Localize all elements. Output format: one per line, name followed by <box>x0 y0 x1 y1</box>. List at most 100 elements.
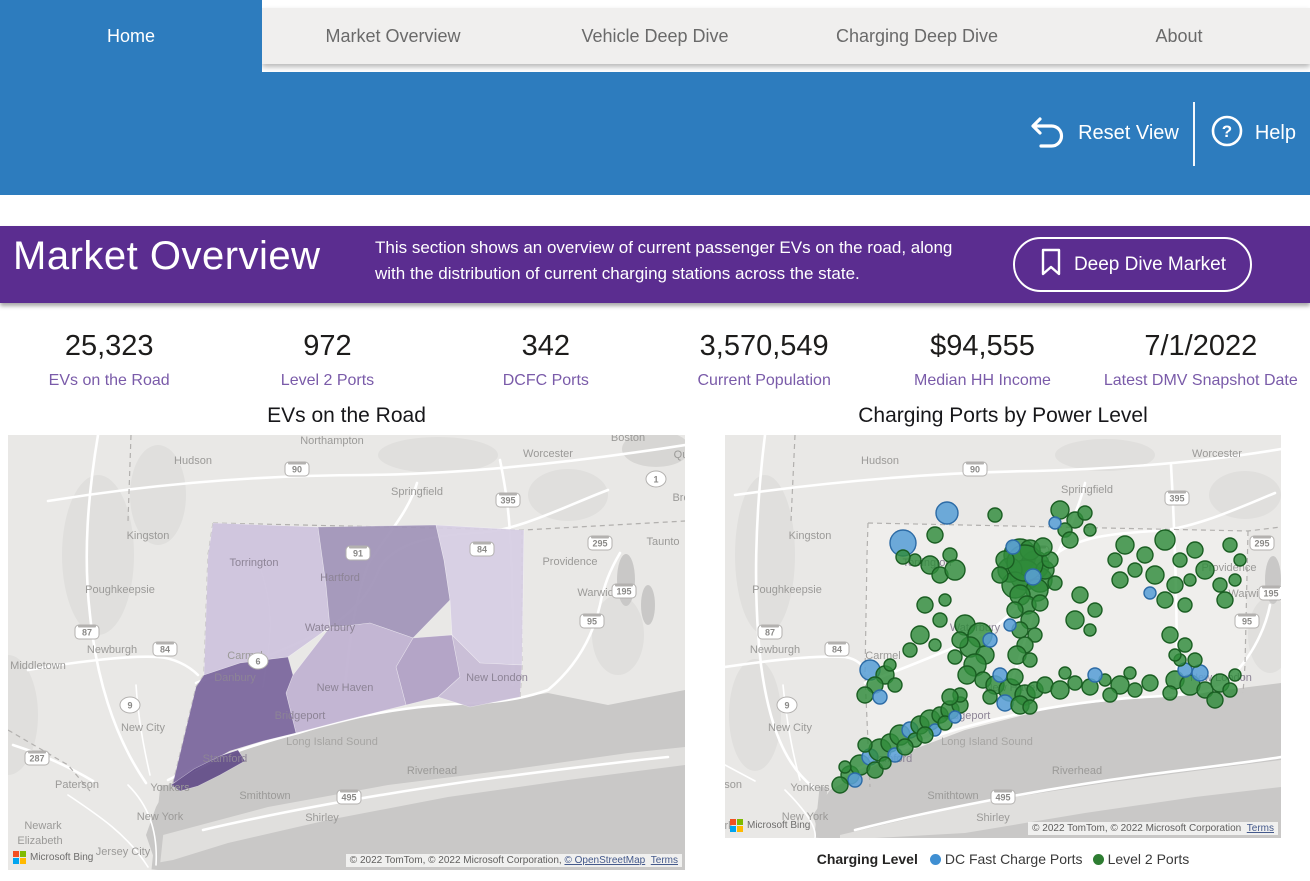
region-stamford-greenwich <box>170 749 246 792</box>
svg-text:Shirley: Shirley <box>305 812 339 824</box>
svg-text:Yonkers: Yonkers <box>790 782 830 794</box>
charging-ports-map[interactable]: HudsonWorcesterSpringfieldKingstonTorrin… <box>725 435 1281 838</box>
tab-about[interactable]: About <box>1155 25 1203 46</box>
deep-dive-market-label: Deep Dive Market <box>1073 253 1226 275</box>
bookmark-icon <box>1039 247 1063 283</box>
svg-text:Hudson: Hudson <box>861 455 899 467</box>
svg-text:Providence: Providence <box>542 556 597 568</box>
left-map-title: EVs on the Road <box>267 404 426 427</box>
svg-text:295: 295 <box>1254 539 1269 549</box>
right-map-title: Charging Ports by Power Level <box>858 404 1148 427</box>
svg-text:Warwick: Warwick <box>577 587 619 599</box>
terrain-patches <box>8 435 685 775</box>
tab-home[interactable]: Home <box>0 0 262 72</box>
svg-text:84: 84 <box>832 645 842 655</box>
map-city-labels: Hudson Northampton Worcester Boston Qu Spring… <box>10 435 685 858</box>
level2-dot-icon <box>1092 853 1104 865</box>
svg-text:Springfield: Springfield <box>1061 484 1113 496</box>
svg-text:Paterson: Paterson <box>55 779 99 791</box>
legend-item-level2[interactable]: Level 2 Ports <box>1092 851 1189 867</box>
svg-text:Bridgeport: Bridgeport <box>275 710 326 722</box>
openstreetmap-link[interactable]: © OpenStreetMap <box>564 855 646 866</box>
svg-text:Newark: Newark <box>725 820 734 832</box>
legend-item-dc-fast[interactable]: DC Fast Charge Ports <box>929 851 1083 867</box>
attribution-text: © 2022 TomTom, © 2022 Microsoft Corporat… <box>349 855 565 866</box>
charging-level-legend: Charging Level DC Fast Charge Ports Leve… <box>725 845 1281 873</box>
hero-band: Reset View ? Help <box>0 72 1310 195</box>
water-shapes <box>813 556 1281 838</box>
help-label: Help <box>1254 122 1296 144</box>
svg-text:Boston: Boston <box>611 435 645 444</box>
svg-text:New York: New York <box>782 811 829 823</box>
svg-text:New City: New City <box>121 722 166 734</box>
kpi-label: Latest DMV Snapshot Date <box>1103 372 1298 389</box>
kpi-evs-on-road: 25,323 EVs on the Road <box>0 303 218 400</box>
svg-text:Smithtown: Smithtown <box>927 790 978 802</box>
svg-text:Poughkeepsie: Poughkeepsie <box>85 584 155 596</box>
svg-text:195: 195 <box>1263 589 1278 599</box>
svg-text:91: 91 <box>353 549 363 559</box>
svg-text:9: 9 <box>784 701 789 711</box>
svg-text:Torrington: Torrington <box>230 557 279 569</box>
reset-view-icon <box>1028 111 1068 157</box>
svg-text:Hartford: Hartford <box>320 572 360 584</box>
map-road-shields: 90 395 1 295 84 91 195 95 87 84 6 9 287 495 <box>24 461 667 805</box>
region-new-london <box>437 634 523 708</box>
attribution-text: © 2022 TomTom, © 2022 Microsoft Corporat… <box>1032 823 1244 834</box>
svg-text:Yonkers: Yonkers <box>150 782 190 794</box>
tab-charging-deep-dive[interactable]: Charging Deep Dive <box>835 25 999 46</box>
state-borders <box>790 435 1281 788</box>
kpi-value: 342 <box>521 330 571 362</box>
svg-text:Middletown: Middletown <box>10 660 66 672</box>
reset-view-label: Reset View <box>1078 122 1179 144</box>
terms-link[interactable]: Terms <box>1246 823 1274 834</box>
region-fairfield <box>172 656 297 784</box>
svg-text:84: 84 <box>160 645 170 655</box>
section-description: This section shows an overview of curren… <box>375 238 953 284</box>
kpi-median-income: $94,555 Median HH Income <box>873 303 1091 400</box>
microsoft-logo-icon <box>730 819 743 832</box>
kpi-label: DCFC Ports <box>502 372 589 389</box>
svg-text:6: 6 <box>255 657 260 667</box>
tab-market-overview[interactable]: Market Overview <box>325 25 461 46</box>
tab-strip: Market Overview Vehicle Deep Dive Chargi… <box>262 8 1310 64</box>
svg-text:Riverhead: Riverhead <box>1052 765 1102 777</box>
svg-text:?: ? <box>1222 122 1232 141</box>
svg-text:Newburgh: Newburgh <box>87 644 137 656</box>
legend-label: DC Fast Charge Ports <box>944 851 1083 867</box>
tab-vehicle-deep-dive[interactable]: Vehicle Deep Dive <box>581 25 729 46</box>
svg-text:Northampton: Northampton <box>300 435 364 447</box>
terrain-patches <box>729 439 1281 771</box>
svg-text:495: 495 <box>341 793 356 803</box>
svg-text:84: 84 <box>477 545 487 555</box>
svg-text:Taunto: Taunto <box>646 536 679 548</box>
svg-text:87: 87 <box>765 628 775 638</box>
map-road-shields: 90395295841959587849495 <box>757 461 1281 805</box>
svg-text:Danbury: Danbury <box>214 672 256 684</box>
section-banner: Market Overview This section shows an ov… <box>0 226 1310 303</box>
svg-text:495: 495 <box>995 793 1010 803</box>
svg-text:195: 195 <box>616 587 631 597</box>
svg-text:Stamford: Stamford <box>203 753 248 765</box>
svg-text:Riverhead: Riverhead <box>407 765 457 777</box>
charging-port-bubbles <box>831 500 1247 794</box>
deep-dive-market-button[interactable]: Deep Dive Market <box>1012 237 1252 292</box>
hero-divider <box>1192 101 1195 166</box>
reset-view-button[interactable]: Reset View <box>1028 111 1179 157</box>
help-button[interactable]: ? Help <box>1209 113 1296 155</box>
svg-text:Elizabeth: Elizabeth <box>17 835 62 847</box>
kpi-dcfc-ports: 342 DCFC Ports <box>437 303 655 400</box>
terms-link[interactable]: Terms <box>650 855 678 866</box>
svg-text:Poughkeepsie: Poughkeepsie <box>752 584 822 596</box>
svg-text:95: 95 <box>1242 617 1252 627</box>
kpi-level2-ports: 972 Level 2 Ports <box>218 303 436 400</box>
bing-label: Microsoft Bing <box>747 820 811 831</box>
kpi-label: Current Population <box>697 372 831 389</box>
ev-choropleth-map[interactable]: Hudson Northampton Worcester Boston Qu Spring… <box>8 435 685 870</box>
svg-text:Waterbury: Waterbury <box>305 622 356 634</box>
svg-text:New York: New York <box>137 811 184 823</box>
svg-text:395: 395 <box>1169 494 1184 504</box>
svg-text:95: 95 <box>587 617 597 627</box>
bing-logo: Microsoft Bing <box>13 851 93 864</box>
